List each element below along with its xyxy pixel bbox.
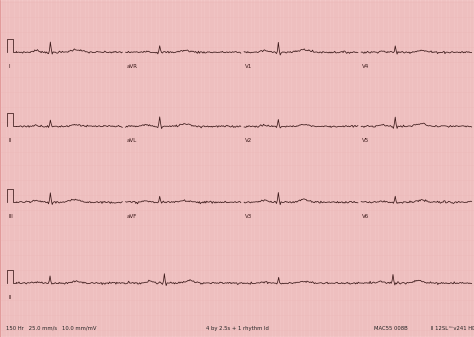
Text: aVF: aVF	[127, 214, 137, 219]
Text: Ⅱ 12SL™v241 HD: Ⅱ 12SL™v241 HD	[431, 326, 474, 331]
Text: V3: V3	[245, 214, 252, 219]
Text: aVR: aVR	[127, 64, 137, 69]
Text: 4 by 2.5s + 1 rhythm Id: 4 by 2.5s + 1 rhythm Id	[206, 326, 268, 331]
Text: MAC55 008B: MAC55 008B	[374, 326, 408, 331]
Text: I: I	[8, 64, 9, 69]
Text: 150 Hr   25.0 mm/s   10.0 mm/mV: 150 Hr 25.0 mm/s 10.0 mm/mV	[6, 326, 96, 331]
Text: II: II	[8, 295, 11, 300]
Text: aVL: aVL	[127, 138, 137, 143]
Text: V4: V4	[362, 64, 369, 69]
Text: V5: V5	[362, 138, 369, 143]
Text: V1: V1	[245, 64, 252, 69]
Text: V6: V6	[362, 214, 369, 219]
Text: V2: V2	[245, 138, 252, 143]
Text: III: III	[8, 214, 13, 219]
Text: II: II	[8, 138, 11, 143]
